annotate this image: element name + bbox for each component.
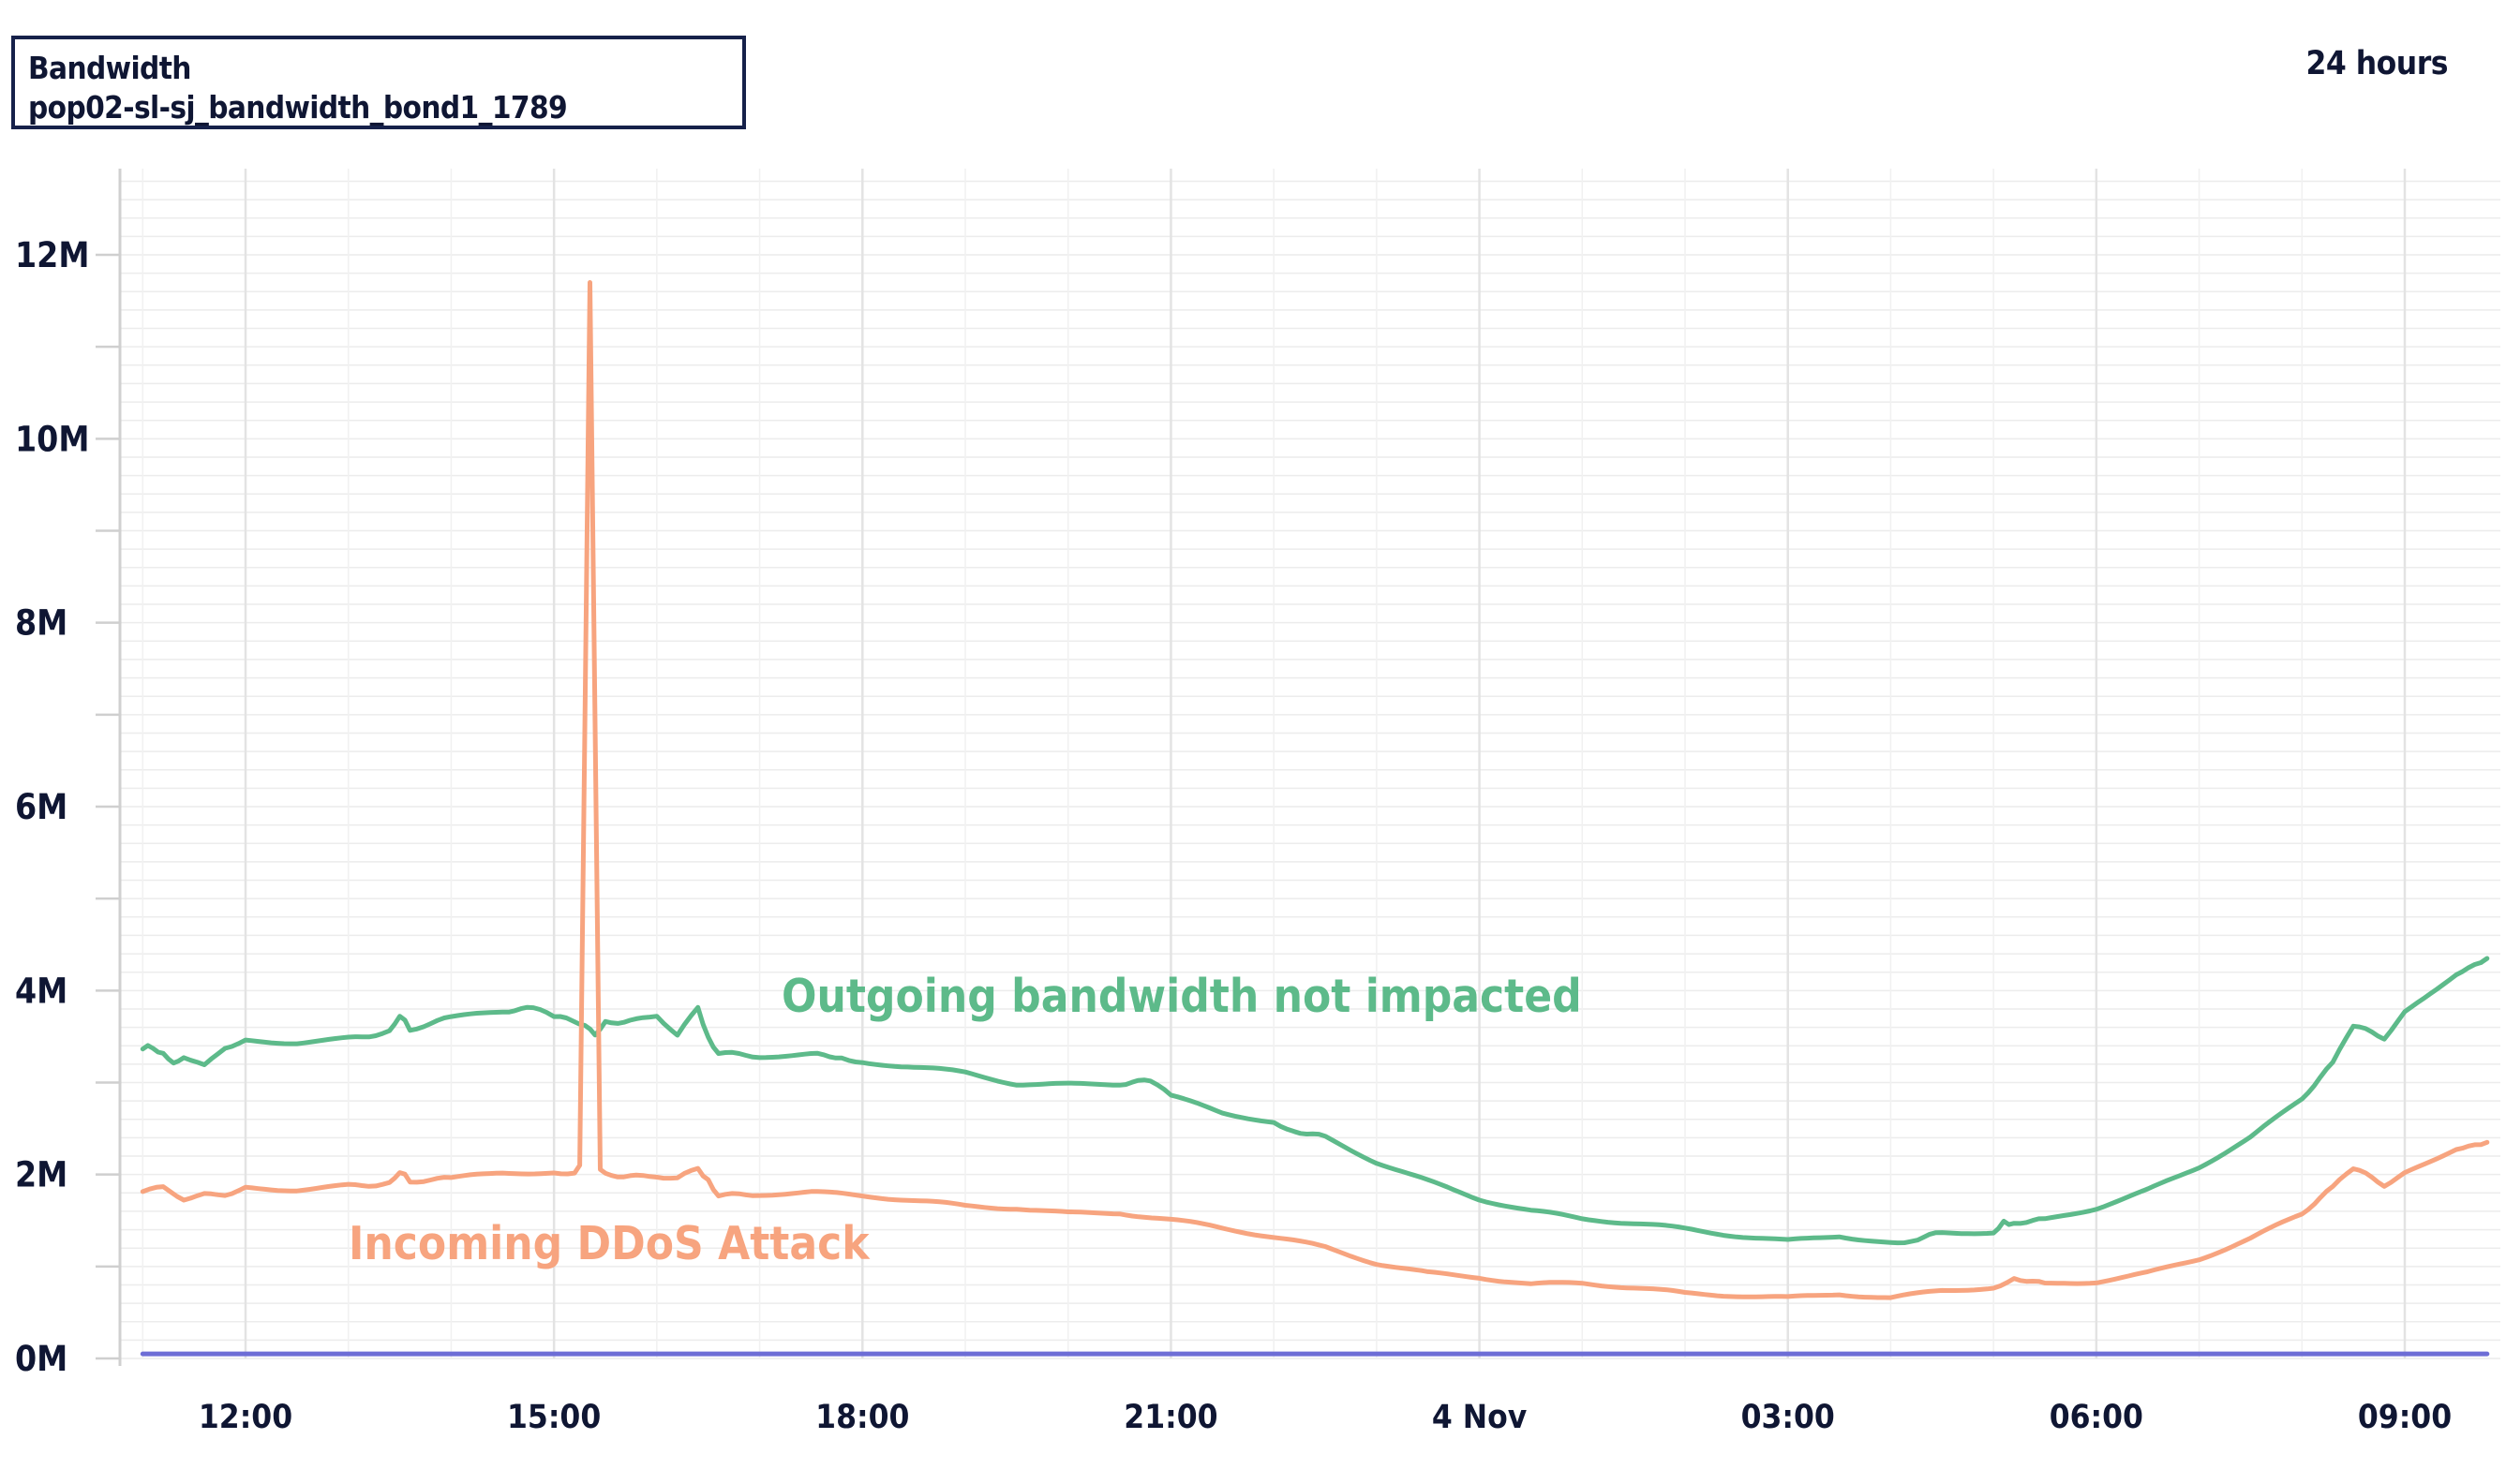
x-tick-label: 21:00 [1124,1399,1217,1436]
x-tick-label: 4 Nov [1432,1399,1528,1436]
chart-annotations: Outgoing bandwidth not impacted Incoming … [349,970,1582,1270]
chart-title: Bandwidth [28,50,191,86]
chart-title-box: Bandwidth pop02-sl-sj_bandwidth_bond1_17… [11,36,746,129]
annotation-incoming: Incoming DDoS Attack [349,1217,871,1270]
y-tick-label: 10M [15,419,89,459]
y-tick-label: 8M [15,603,67,644]
chart-axes: 0M 2M 4M 6M 8M 10M 12M 12:00 15:00 18:00 21:00 4 No… [15,169,2452,1436]
chart-grid [120,169,2500,1359]
x-tick-label: 12:00 [199,1399,292,1436]
chart-series [140,280,2490,1357]
y-tick-label: 6M [15,787,67,827]
y-tick-label: 12M [15,235,89,275]
plot-area [120,169,2500,1358]
x-tick-label: 03:00 [1741,1399,1835,1436]
y-tick-label: 2M [15,1155,67,1195]
series-line-incoming[interactable] [140,280,2490,1300]
x-tick-label: 09:00 [2358,1399,2452,1436]
annotation-outgoing: Outgoing bandwidth not impacted [782,970,1582,1023]
y-tick-label: 0M [15,1339,67,1379]
y-tick-label: 4M [15,971,67,1011]
series-line-outgoing[interactable] [140,956,2490,1246]
x-tick-label: 15:00 [507,1399,601,1436]
x-tick-label: 06:00 [2050,1399,2143,1436]
x-tick-label: 18:00 [815,1399,909,1436]
time-range-label[interactable]: 24 hours [2305,45,2448,82]
chart-subtitle: pop02-sl-sj_bandwidth_bond1_1789 [28,89,568,126]
